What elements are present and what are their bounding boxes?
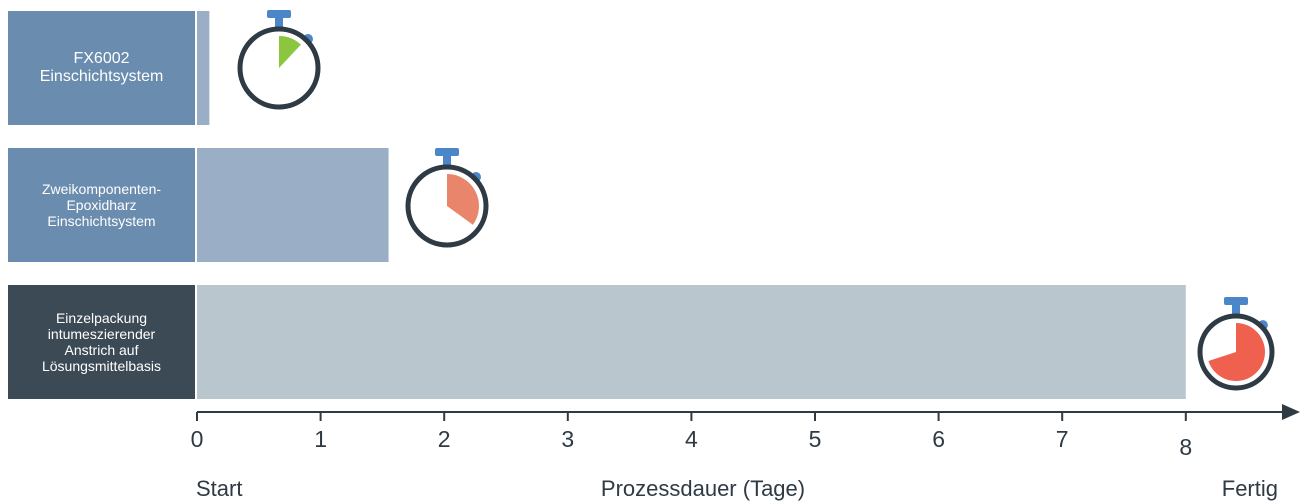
bar: [197, 11, 210, 125]
stopwatch-progress: [279, 36, 301, 68]
x-tick-label: 1: [314, 426, 327, 452]
category-label-fx6002: FX6002 Einschichtsystem: [8, 11, 195, 125]
stopwatch-top-button: [267, 10, 291, 18]
stopwatch-stem: [275, 16, 283, 28]
end-label: Fertig: [1222, 476, 1278, 501]
stopwatch-top-button: [1224, 297, 1248, 305]
bar: [197, 148, 389, 262]
stopwatch-progress: [1208, 323, 1265, 381]
category-label-text: FX6002 Einschichtsystem: [39, 50, 164, 85]
x-tick-label: 0: [191, 426, 204, 452]
stopwatch-icon: [237, 10, 321, 110]
start-label: Start: [196, 476, 242, 501]
category-label-epoxy: Zweikomponenten- Epoxidharz Einschichtsy…: [8, 148, 195, 262]
x-tick-label: 6: [932, 426, 945, 452]
x-tick-label: 4: [685, 426, 698, 452]
x-axis-title: Prozessdauer (Tage): [601, 476, 805, 501]
category-label-box: [8, 11, 195, 125]
stopwatch-icon: [1197, 297, 1275, 391]
bar: [197, 285, 1186, 399]
category-label-box: [8, 148, 195, 262]
category-label-box: [8, 285, 195, 399]
category-label-intumescent: Einzelpackung intumeszierender Anstrich …: [8, 285, 195, 399]
stopwatch-stem: [1232, 303, 1240, 315]
x-axis-arrowhead: [1282, 404, 1300, 420]
stopwatch-icon: [405, 148, 489, 248]
stopwatch-top-button: [435, 148, 459, 156]
x-tick-label: 5: [809, 426, 822, 452]
stopwatch-stem: [443, 154, 451, 166]
x-tick-label: 8: [1179, 434, 1192, 460]
stopwatch-progress: [447, 174, 479, 225]
x-tick-label: 7: [1056, 426, 1069, 452]
category-label-text: Zweikomponenten- Epoxidharz Einschichtsy…: [41, 181, 162, 229]
category-label-text: Einzelpackung intumeszierender Anstrich …: [41, 310, 162, 374]
x-tick-label: 3: [561, 426, 574, 452]
x-tick-label: 2: [438, 426, 451, 452]
